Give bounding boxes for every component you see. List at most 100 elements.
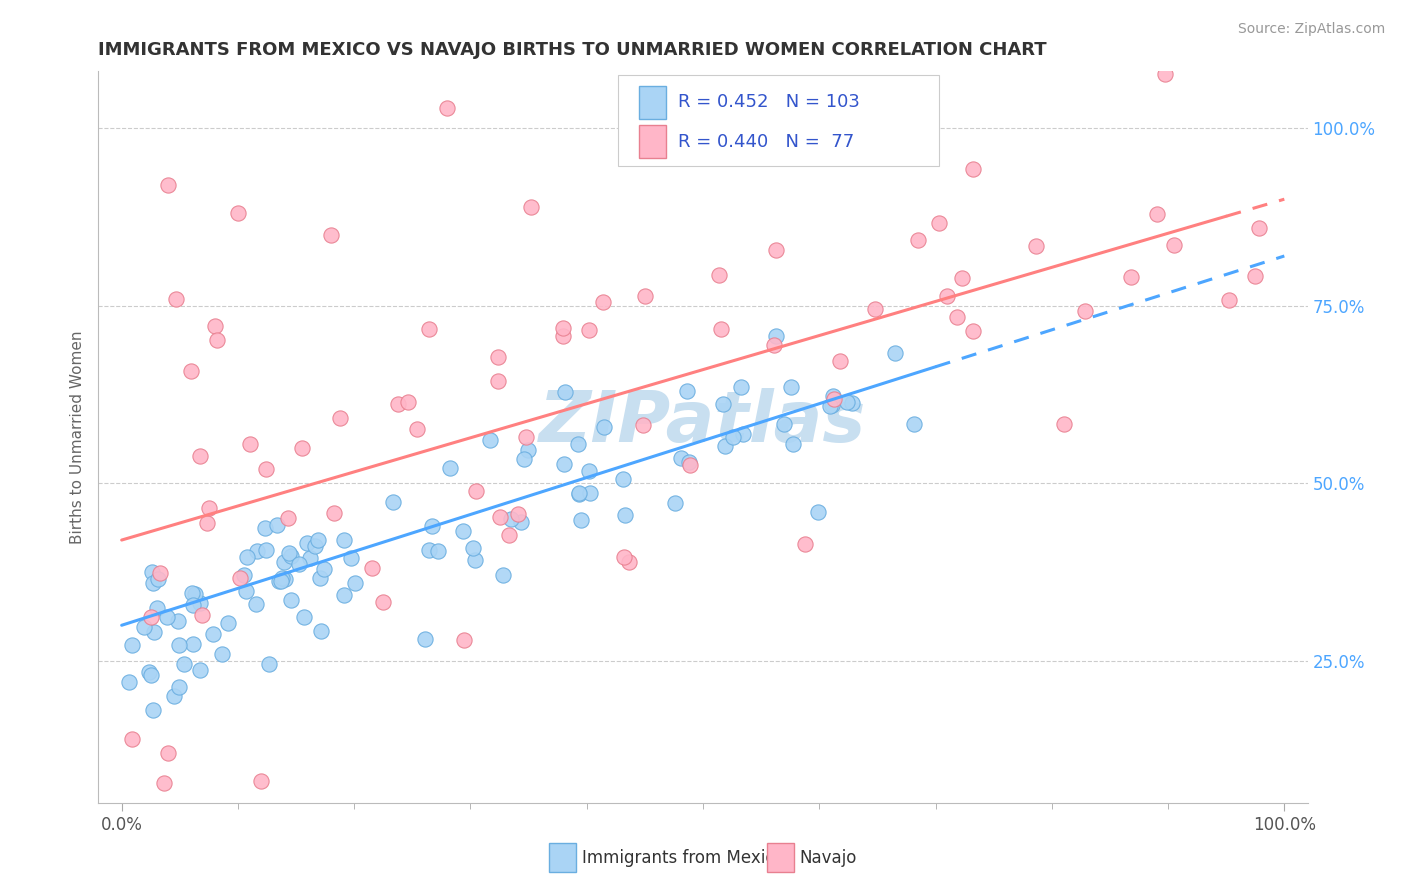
Point <box>823 389 845 403</box>
Point <box>962 162 984 177</box>
Point <box>211 647 233 661</box>
Point <box>181 637 204 651</box>
Point <box>818 400 841 414</box>
Point <box>617 555 640 569</box>
FancyBboxPatch shape <box>638 86 665 119</box>
Point <box>288 558 311 572</box>
Point <box>141 565 163 579</box>
Point <box>246 544 269 558</box>
Point <box>492 567 515 582</box>
Point <box>173 657 195 672</box>
Point <box>569 513 592 527</box>
Point <box>149 566 172 580</box>
Y-axis label: Births to Unmarried Women: Births to Unmarried Women <box>69 330 84 544</box>
Point <box>329 411 352 425</box>
Point <box>141 576 163 591</box>
Point <box>1244 269 1267 284</box>
Point <box>205 333 228 347</box>
Point <box>139 610 162 624</box>
Point <box>631 417 654 432</box>
Point <box>307 533 329 547</box>
Point <box>323 506 346 520</box>
Point <box>418 543 440 558</box>
Point <box>1119 270 1142 285</box>
FancyBboxPatch shape <box>550 843 576 872</box>
Point <box>332 588 354 602</box>
Point <box>463 541 485 555</box>
Text: R = 0.452   N = 103: R = 0.452 N = 103 <box>678 94 859 112</box>
Point <box>167 614 190 628</box>
Point <box>141 668 163 682</box>
Text: Immigrants from Mexico: Immigrants from Mexico <box>582 848 785 867</box>
Point <box>406 422 429 436</box>
Point <box>707 268 730 282</box>
Point <box>515 430 537 444</box>
Point <box>863 301 886 316</box>
Point <box>339 551 361 566</box>
FancyBboxPatch shape <box>768 843 793 872</box>
Point <box>413 632 436 647</box>
Point <box>464 484 486 499</box>
Text: IMMIGRANTS FROM MEXICO VS NAVAJO BIRTHS TO UNMARRIED WOMEN CORRELATION CHART: IMMIGRANTS FROM MEXICO VS NAVAJO BIRTHS … <box>98 41 1047 59</box>
Point <box>153 776 176 790</box>
Point <box>807 101 830 115</box>
Point <box>254 543 277 558</box>
Point <box>675 384 697 398</box>
Point <box>344 575 367 590</box>
Point <box>451 524 474 538</box>
Point <box>142 624 165 639</box>
Point <box>239 437 262 451</box>
Point <box>157 746 180 760</box>
Point <box>841 396 863 410</box>
Point <box>314 562 336 576</box>
Point <box>763 338 786 352</box>
Point <box>553 458 575 472</box>
Point <box>198 501 221 516</box>
Point <box>498 528 520 542</box>
Point <box>276 511 298 525</box>
Point <box>830 354 852 368</box>
Point <box>195 516 218 531</box>
Point <box>295 536 318 550</box>
Point <box>254 462 277 476</box>
Point <box>506 507 529 521</box>
Point <box>489 509 512 524</box>
Point <box>270 574 292 588</box>
Point <box>226 206 249 220</box>
Point <box>142 704 165 718</box>
Point <box>907 234 929 248</box>
Point <box>779 380 801 394</box>
Point <box>669 451 692 466</box>
Point <box>169 680 191 694</box>
Point <box>202 627 225 641</box>
Point <box>1154 67 1177 81</box>
Point <box>229 571 252 585</box>
Point <box>146 573 169 587</box>
Text: R = 0.440   N =  77: R = 0.440 N = 77 <box>678 133 853 151</box>
Point <box>612 472 634 486</box>
Point <box>181 598 204 612</box>
Point <box>387 397 409 411</box>
Point <box>180 364 202 378</box>
Point <box>217 616 239 631</box>
Point <box>478 434 501 448</box>
Point <box>121 638 143 652</box>
Point <box>517 442 540 457</box>
Point <box>292 610 315 624</box>
Point <box>593 419 616 434</box>
Point <box>360 561 382 575</box>
Point <box>291 441 314 455</box>
Point <box>568 485 591 500</box>
Point <box>304 539 326 553</box>
Point <box>823 392 845 406</box>
Point <box>835 394 858 409</box>
Point <box>554 385 576 400</box>
Point <box>453 633 475 648</box>
Point <box>903 417 925 431</box>
Point <box>486 375 509 389</box>
Point <box>309 624 332 638</box>
Point <box>245 597 267 611</box>
Point <box>730 380 752 394</box>
Point <box>319 227 342 242</box>
Point <box>614 508 637 523</box>
